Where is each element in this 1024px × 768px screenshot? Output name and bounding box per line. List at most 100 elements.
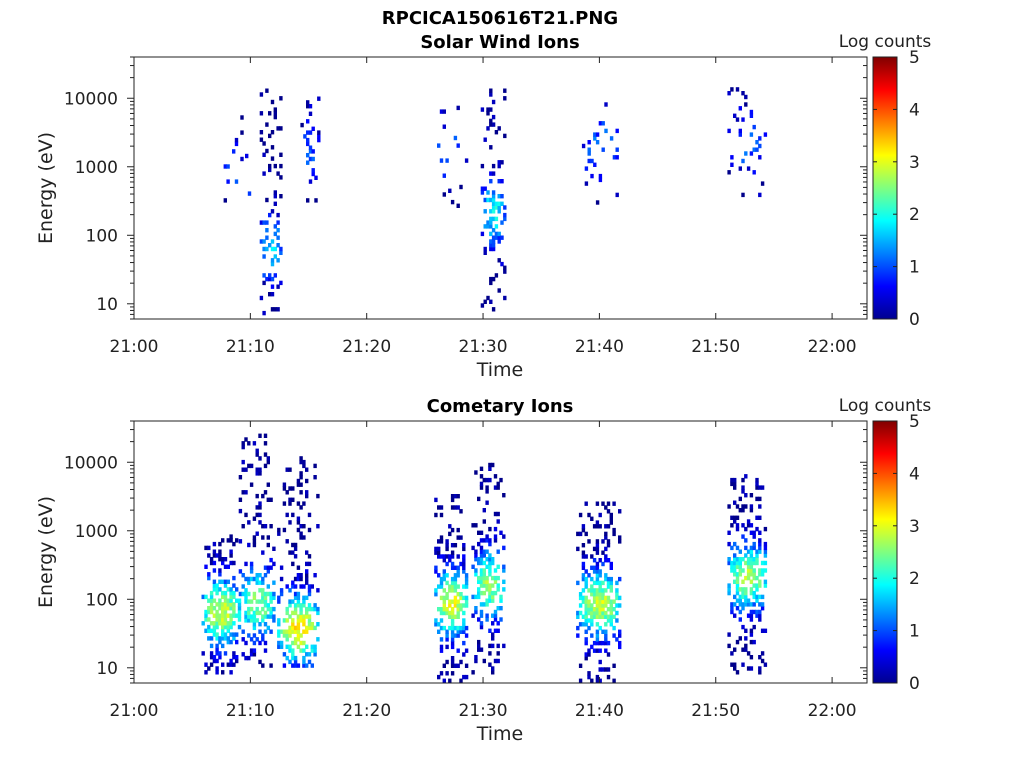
heatmap-cell (618, 629, 622, 634)
heatmap-cell (477, 496, 481, 502)
heatmap-cell (618, 576, 622, 582)
heatmap-cell (439, 644, 444, 650)
heatmap-cell (604, 633, 608, 638)
heatmap-cell (450, 576, 455, 582)
heatmap-cell (746, 575, 751, 581)
heatmap-cell (453, 614, 458, 619)
heatmap-cell (502, 564, 506, 569)
heatmap-cell (483, 186, 487, 191)
heatmap-cell (437, 505, 441, 510)
heatmap-cell (744, 538, 748, 543)
heatmap-cell (462, 558, 466, 563)
heatmap-cell (215, 643, 219, 649)
heatmap-cell (448, 599, 452, 604)
heatmap-cell (763, 553, 768, 558)
heatmap-cell (232, 583, 236, 588)
heatmap-cell (479, 647, 484, 652)
heatmap-cell (606, 607, 611, 612)
heatmap-cell (448, 188, 452, 193)
heatmap-cell (207, 617, 211, 622)
heatmap-cell (491, 632, 495, 637)
heatmap-cell (221, 636, 225, 641)
heatmap-cell (491, 594, 495, 600)
heatmap-cell (263, 614, 268, 619)
heatmap-cell (491, 276, 496, 282)
heatmap-cell (434, 588, 438, 593)
heatmap-cell (612, 527, 616, 533)
heatmap-cell (488, 643, 492, 649)
heatmap-cell (738, 549, 742, 554)
heatmap-cell (581, 576, 586, 582)
heatmap-cell (307, 554, 312, 559)
heatmap-cell (760, 181, 765, 186)
heatmap-cell (450, 561, 455, 567)
heatmap-cell (247, 606, 251, 612)
heatmap-cell (249, 561, 254, 567)
heatmap-cell (238, 569, 243, 574)
heatmap-cell (293, 591, 298, 597)
heatmap-cell (738, 564, 742, 569)
heatmap-cell (758, 485, 762, 490)
heatmap-cell (752, 560, 756, 566)
heatmap-cell (752, 575, 756, 581)
heatmap-cell (450, 640, 455, 646)
heatmap-cell (437, 573, 441, 578)
heatmap-cell (299, 603, 303, 608)
heatmap-cell (266, 482, 270, 487)
heatmap-cell (752, 602, 756, 607)
heatmap-cell (738, 587, 742, 592)
heatmap-cell (261, 493, 265, 499)
heatmap-cell (760, 572, 765, 577)
heatmap-cell (226, 639, 230, 645)
heatmap-cell (604, 640, 608, 646)
heatmap-cell (445, 659, 449, 665)
heatmap-cell (439, 671, 444, 676)
heatmap-cell (477, 643, 481, 649)
heatmap-cell (755, 147, 759, 152)
heatmap-cell (244, 614, 248, 619)
heatmap-cell (486, 111, 490, 116)
heatmap-cell (307, 588, 312, 593)
heatmap-cell (459, 603, 463, 608)
heatmap-cell (279, 126, 283, 131)
heatmap-cell (493, 485, 498, 490)
heatmap-cell (733, 666, 737, 671)
x-tick-label: 21:10 (226, 337, 275, 357)
heatmap-cell (763, 526, 768, 532)
heatmap-cell (218, 553, 222, 558)
heatmap-cell (305, 652, 309, 657)
heatmap-cell (489, 107, 493, 112)
heatmap-cell (746, 602, 751, 607)
heatmap-cell (218, 587, 222, 592)
heatmap-cell (279, 250, 283, 255)
heatmap-cell (493, 526, 498, 532)
heatmap-cell (758, 655, 762, 660)
heatmap-cell (496, 587, 500, 592)
heatmap-cell (437, 674, 441, 680)
heatmap-cell (456, 565, 460, 570)
plot-frame-cometary (133, 420, 868, 684)
heatmap-cell (223, 624, 228, 630)
heatmap-cell (223, 613, 228, 618)
heatmap-cell (592, 524, 597, 529)
heatmap-cell (453, 135, 458, 141)
heatmap-cell (752, 170, 756, 175)
heatmap-cell (493, 617, 498, 622)
heatmap-cell (209, 590, 214, 596)
heatmap-cell (277, 527, 281, 533)
heatmap-cell (601, 599, 605, 604)
heatmap-cell (482, 575, 486, 581)
heatmap-cell (307, 527, 312, 533)
heatmap-cell (221, 632, 225, 637)
heatmap-cell (464, 573, 469, 578)
heatmap-cell (204, 670, 208, 675)
heatmap-cell (249, 576, 254, 582)
heatmap-cell (285, 584, 289, 589)
heatmap-cell (307, 652, 312, 657)
heatmap-cell (241, 637, 245, 642)
heatmap-cell (485, 583, 489, 588)
heatmap-cell (489, 299, 493, 304)
heatmap-cell (303, 134, 307, 139)
heatmap-cell (584, 595, 588, 601)
